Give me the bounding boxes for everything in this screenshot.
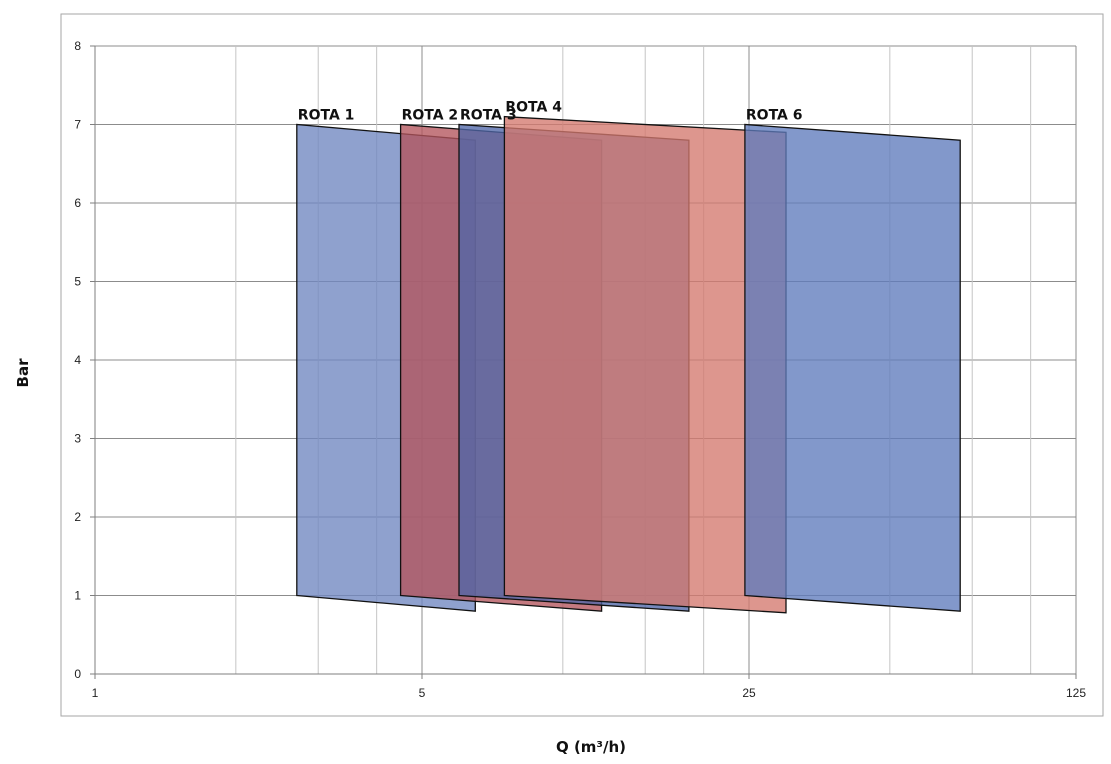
x-axis-title: Q (m³/h) xyxy=(556,738,626,756)
y-tick-label: 4 xyxy=(74,353,81,367)
y-tick-label: 2 xyxy=(74,510,81,524)
series-area-rota-4 xyxy=(503,115,787,614)
x-tick-label: 1 xyxy=(92,686,99,700)
y-tick-label: 0 xyxy=(74,667,81,681)
y-tick-label: 6 xyxy=(74,196,81,210)
x-tick-label: 25 xyxy=(742,686,756,700)
x-tick-label: 5 xyxy=(419,686,426,700)
series-label-rota-2: ROTA 2 xyxy=(402,108,459,124)
series-label-rota-3: ROTA 3 xyxy=(460,108,517,124)
y-tick-label: 8 xyxy=(74,39,81,53)
series-label-rota-6: ROTA 6 xyxy=(746,108,803,124)
y-tick-label: 7 xyxy=(74,118,81,132)
y-tick-label: 1 xyxy=(74,589,81,603)
x-tick-label: 125 xyxy=(1066,686,1086,700)
series-label-rota-4: ROTA 4 xyxy=(505,100,562,116)
y-tick-label: 3 xyxy=(74,432,81,446)
axes xyxy=(90,45,1077,679)
y-tick-label: 5 xyxy=(74,275,81,289)
chart-border xyxy=(60,13,1104,717)
series-areas xyxy=(296,115,961,614)
series-label-rota-1: ROTA 1 xyxy=(298,108,355,124)
series-area-rota-6 xyxy=(744,123,961,612)
y-axis-title: Bar xyxy=(14,358,32,388)
